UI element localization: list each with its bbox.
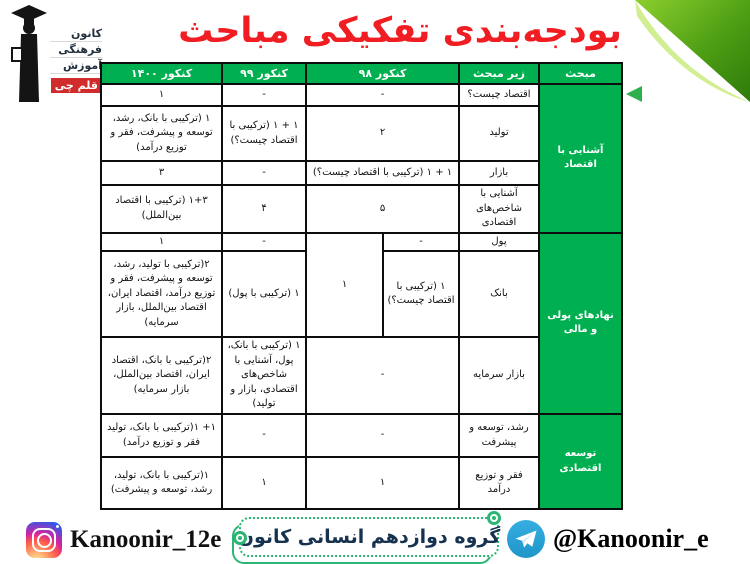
col-header-k99: کنکور ۹۹ [221, 62, 307, 85]
budget-table: مبحث زیر مبحث کنکور ۹۸ کنکور ۹۹ کنکور ۱۴… [100, 62, 623, 510]
telegram-icon[interactable] [507, 520, 545, 558]
count-cell-k1400: ۱ [100, 83, 223, 107]
telegram-handle[interactable]: @Kanoonir_e [553, 524, 709, 553]
logo-badge: قلم چی [50, 78, 102, 93]
subtopic-cell: بازار [458, 160, 540, 186]
count-cell-k98: - [305, 336, 460, 415]
group-name-box: گروه دوازدهم انسانی کانون [232, 511, 501, 564]
topic-cell: توسعه اقتصادی [538, 413, 623, 510]
group-label: گروه دوازدهم انسانی کانون [237, 526, 501, 548]
count-cell-k99: ۱ (ترکیبی با بانک، پول، آشنایی با شاخص‌ه… [221, 336, 307, 415]
subtopic-cell: رشد، توسعه و پیشرفت [458, 413, 540, 458]
table-row: نهادهای پولی و مالی پول - ۱ - ۱ [100, 231, 623, 415]
count-cell-k98: ۱ + ۱ (ترکیبی با اقتصاد چیست؟) [305, 160, 460, 186]
pin-icon [487, 511, 501, 525]
count-cell-k1400: ۲(ترکیبی با تولید، رشد، توسعه و پیشرفت، … [100, 250, 223, 338]
subtopic-cell: آشنایی با شاخص‌های اقتصادی [458, 184, 540, 234]
topic-cell: نهادهای پولی و مالی [538, 231, 623, 415]
table-row: تولید ۲ ۱ + ۱ (ترکیبی با اقتصاد چیست؟) ۱… [100, 105, 622, 162]
count-cell-k1400: ۱+ ۱(ترکیبی با بانک، تولید فقر و توزیع د… [100, 413, 223, 458]
count-cell-k99: ۴ [221, 184, 307, 234]
count-cell-k99: ۱ + ۱ (ترکیبی با اقتصاد چیست؟) [221, 105, 307, 162]
count-cell-k98: ۵ [305, 184, 460, 234]
count-cell-k98: ۱ [305, 456, 460, 510]
kanoon-logo: کانون فرهنگی آموزش قلم چی [8, 4, 104, 104]
count-cell-k99: ۱ (ترکیبی با پول) [221, 250, 307, 338]
count-cell-k99: - [221, 231, 307, 252]
instagram-frame-glyph [32, 528, 56, 552]
col-header-subtopic: زیر مبحث [458, 62, 540, 85]
footer: Kanoonir_12e گروه دوازدهم انسانی کانون @… [0, 508, 750, 564]
count-cell-k1400: ۱ (ترکیبی با بانک، رشد، توسعه و پیشرفت، … [100, 105, 223, 162]
logo-text-line: فرهنگی [50, 42, 102, 58]
subtopic-cell: تولید [458, 105, 540, 162]
table-row: بانک ۱ (ترکیبی با اقتصاد چیست؟) ۱ (ترکیب… [100, 250, 622, 338]
page-title: بودجه‌بندی تفکیکی مباحث [178, 11, 622, 51]
topic-cell: آشنایی با اقتصاد [538, 83, 623, 234]
subtopic-cell: بانک [458, 250, 540, 338]
group-box-front: گروه دوازدهم انسانی کانون [237, 517, 501, 557]
table-row: آشنایی با شاخص‌های اقتصادی ۵ ۴ ۱+۳ (ترکی… [100, 184, 622, 234]
col-header-k1400: کنکور ۱۴۰۰ [100, 62, 223, 85]
subtopic-cell: پول [458, 231, 540, 252]
count-cell-k99: - [221, 83, 307, 107]
pin-icon [233, 531, 247, 545]
page-curl-decoration [590, 0, 750, 130]
subtopic-cell: اقتصاد چیست؟ [458, 83, 540, 107]
count-cell-k98-right: - [382, 231, 460, 252]
count-cell-k1400: ۱ [100, 231, 223, 252]
count-cell-k99: - [221, 413, 307, 458]
count-cell-k1400: ۳ [100, 160, 223, 186]
kanoon-graduate-logo-icon [10, 4, 48, 104]
col-header-topic: مبحث [538, 62, 623, 85]
logo-text-line: آموزش [50, 58, 102, 74]
table-row: بازار ۱ + ۱ (ترکیبی با اقتصاد چیست؟) - ۳ [100, 160, 622, 186]
instagram-dot-glyph [56, 525, 59, 528]
count-cell-k1400: ۱+۳ (ترکیبی با اقتصاد بین‌الملل) [100, 184, 223, 234]
count-cell-k98: - [305, 83, 460, 107]
table-row: آشنایی با اقتصاد اقتصاد چیست؟ - - ۱ [100, 83, 623, 234]
table-row: توسعه اقتصادی رشد، توسعه و پیشرفت - - ۱+… [100, 413, 623, 510]
count-cell-k1400: ۲(ترکیبی با بانک، اقتصاد ایران، اقتصاد ب… [100, 336, 223, 415]
instagram-handle[interactable]: Kanoonir_12e [70, 526, 222, 553]
count-cell-k98-right: ۱ (ترکیبی با اقتصاد چیست؟) [382, 250, 460, 338]
col-header-k98: کنکور ۹۸ [305, 62, 460, 85]
pointer-arrow-icon [626, 86, 642, 102]
count-cell-k98: - [305, 413, 460, 458]
subtopic-cell: بازار سرمایه [458, 336, 540, 415]
instagram-icon[interactable] [26, 522, 62, 558]
table-header-row: مبحث زیر مبحث کنکور ۹۸ کنکور ۹۹ کنکور ۱۴… [100, 62, 623, 85]
count-cell-k1400: ۱(ترکیبی با بانک، تولید، رشد، توسعه و پی… [100, 456, 223, 510]
count-cell-k98-left: ۱ [305, 231, 384, 338]
count-cell-k99: - [221, 160, 307, 186]
count-cell-k99: ۱ [221, 456, 307, 510]
subtopic-cell: فقر و توزیع درآمد [458, 456, 540, 510]
instagram-lens-glyph [37, 533, 52, 548]
table-row: بازار سرمایه - ۱ (ترکیبی با بانک، پول، آ… [100, 336, 622, 415]
table-row: فقر و توزیع درآمد ۱ ۱ ۱(ترکیبی با بانک، … [100, 456, 622, 510]
logo-text-line: کانون [50, 26, 102, 42]
count-cell-k98: ۲ [305, 105, 460, 162]
